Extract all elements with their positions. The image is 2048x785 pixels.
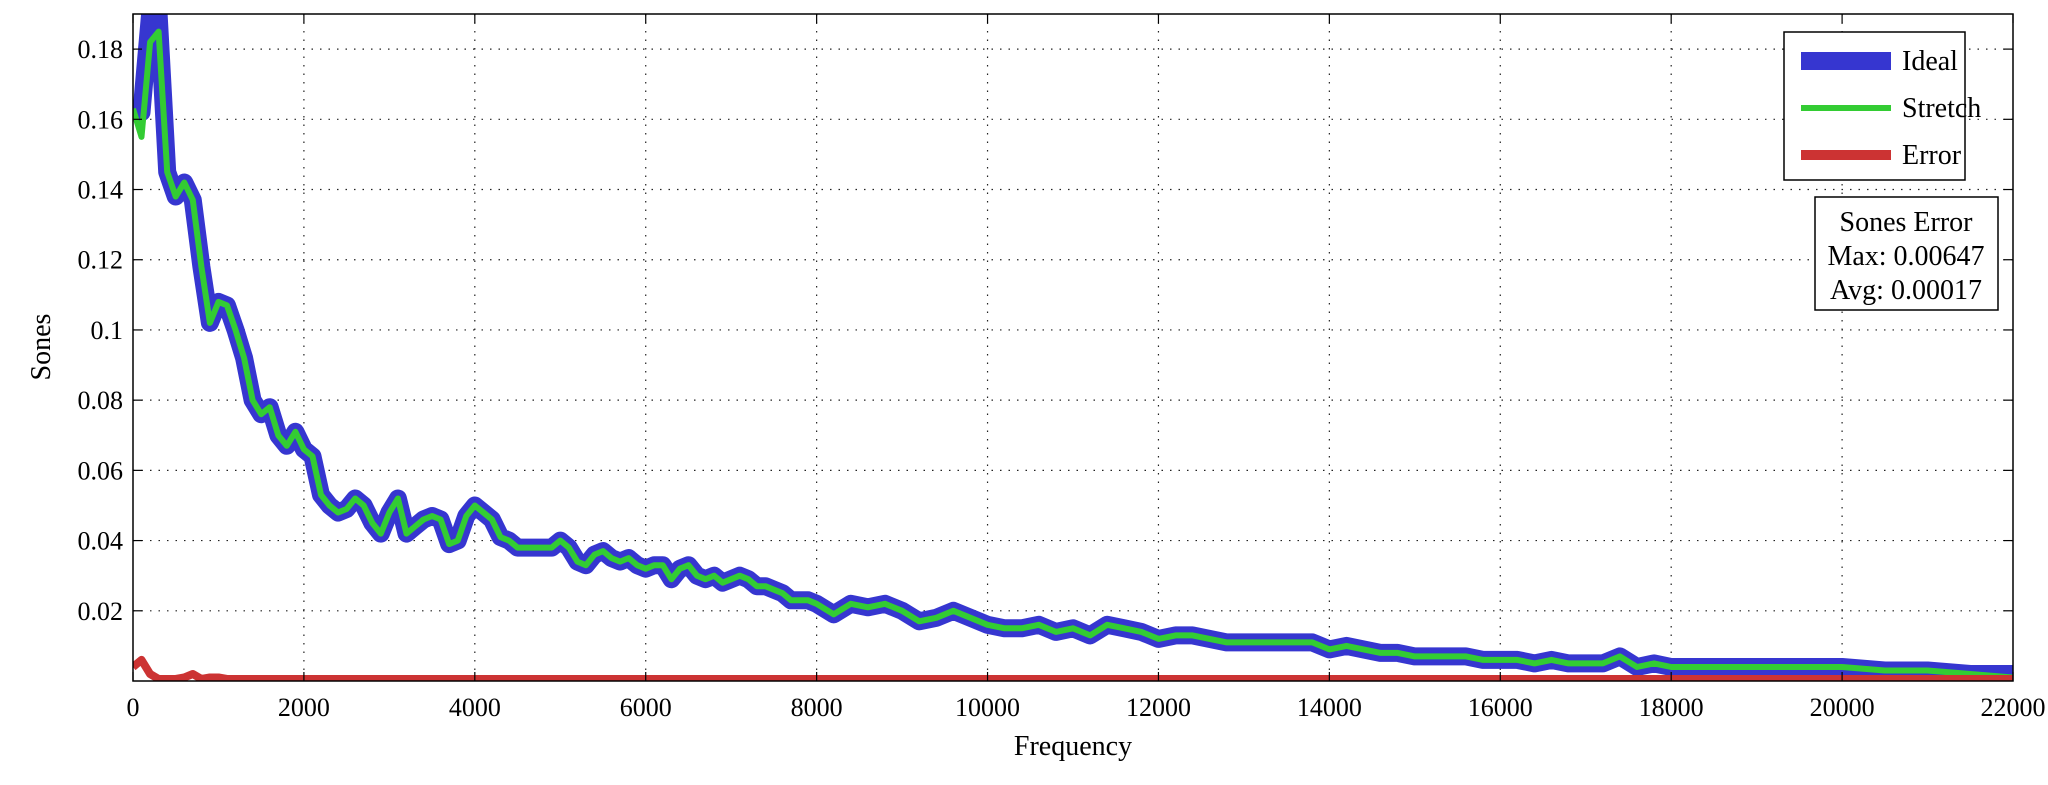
x-axis-label: Frequency: [1014, 731, 1132, 762]
y-tick-label: 0.16: [78, 105, 124, 134]
y-tick-label: 0.06: [78, 456, 124, 485]
legend-label-error: Error: [1902, 140, 1962, 171]
x-tick-label: 0: [127, 693, 140, 722]
y-tick-label: 0.1: [91, 316, 124, 345]
y-tick-label: 0.12: [78, 246, 124, 275]
stats-avg: Avg: 0.00017: [1830, 275, 1982, 306]
x-tick-label: 6000: [620, 693, 672, 722]
stats-title: Sones Error: [1840, 207, 1974, 238]
x-tick-label: 16000: [1468, 693, 1533, 722]
y-tick-label: 0.04: [78, 527, 124, 556]
stats-box: [1814, 196, 1999, 311]
plot-frame: [132, 13, 2014, 682]
legend: Ideal Stretch Error: [1783, 31, 1981, 181]
x-tick-label: 12000: [1126, 693, 1191, 722]
x-tick-label: 4000: [449, 693, 501, 722]
x-tick-label: 22000: [1981, 693, 2046, 722]
y-tick-label: 0.14: [78, 176, 124, 205]
y-tick-label: 0.02: [78, 597, 124, 626]
x-tick-label: 2000: [278, 693, 330, 722]
x-tick-label: 18000: [1639, 693, 1704, 722]
legend-label-stretch: Stretch: [1902, 93, 1981, 124]
x-tick-label: 14000: [1297, 693, 1362, 722]
stats-max: Max: 0.00647: [1827, 241, 1984, 272]
x-tick-label: 10000: [955, 693, 1020, 722]
series-line-stretch: [133, 28, 2013, 681]
series-line-error: [133, 655, 2013, 681]
legend-label-ideal: Ideal: [1902, 46, 1958, 77]
y-tick-label: 0.08: [78, 386, 124, 415]
axis-ticks: 0 2000 4000 6000 8000 10000 12000 14000 16000 180…: [78, 14, 2046, 722]
y-tick-label: 0.18: [78, 35, 124, 64]
series-group: [133, 14, 2013, 681]
x-tick-label: 20000: [1810, 693, 1875, 722]
stats-annotation: Sones Error Max: 0.00647 Avg: 0.00017: [1814, 196, 1999, 311]
y-axis-label: Sones: [26, 314, 57, 381]
x-tick-label: 8000: [791, 693, 843, 722]
